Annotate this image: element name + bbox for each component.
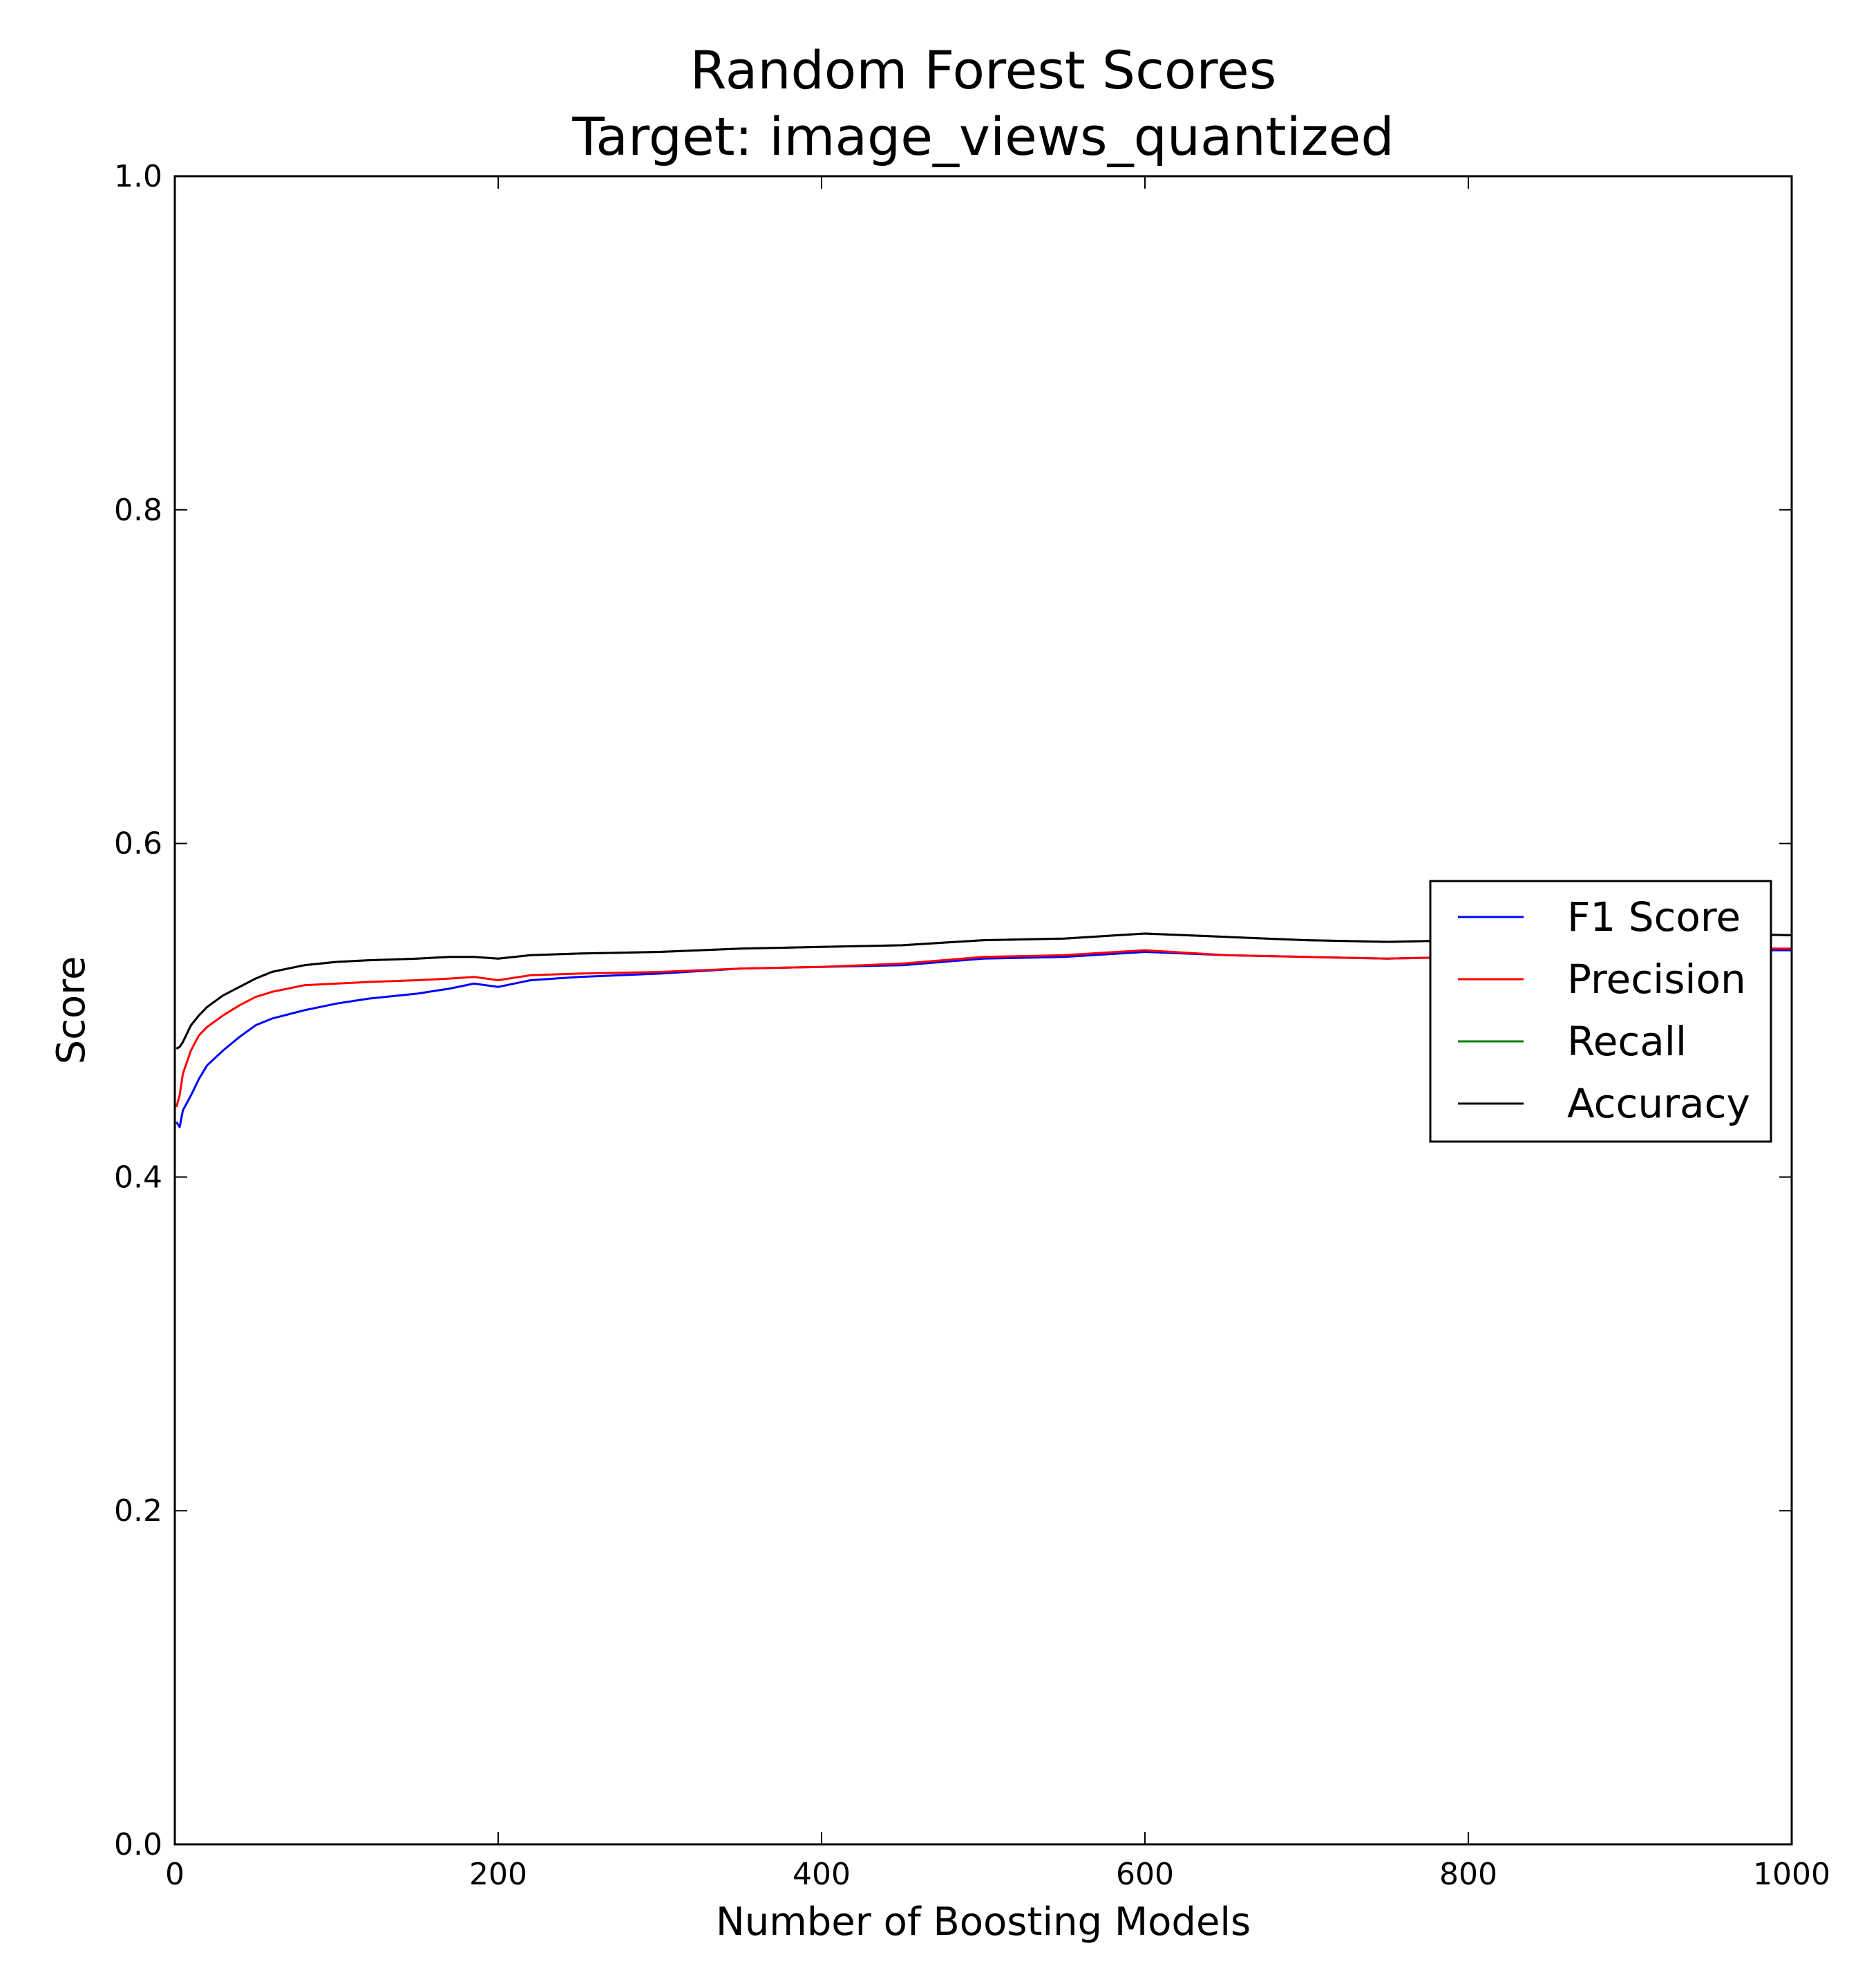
- x-axis-label: Number of Boosting Models: [716, 1900, 1251, 1945]
- legend-label-precision: Precision: [1567, 956, 1746, 1003]
- x-tick-label: 400: [793, 1857, 851, 1892]
- x-tick-label: 0: [165, 1857, 184, 1892]
- legend-box: [1429, 880, 1772, 1143]
- x-tick-label: 200: [469, 1857, 527, 1892]
- x-tick-label: 600: [1116, 1857, 1174, 1892]
- series-line-accuracy: [176, 932, 1792, 1050]
- y-tick-label: 0.4: [114, 1160, 162, 1195]
- chart-title: Random Forest Scores: [690, 39, 1277, 101]
- y-axis-label: Score: [49, 956, 94, 1065]
- legend-label-recall: Recall: [1567, 1018, 1687, 1065]
- chart-subtitle: Target: image_views_quantized: [571, 106, 1394, 167]
- plot-area-frame: [173, 175, 1793, 1846]
- legend-label-accuracy: Accuracy: [1567, 1080, 1750, 1127]
- y-tick-label: 0.6: [114, 826, 162, 862]
- legend-label-f1-score: F1 Score: [1567, 893, 1741, 940]
- y-tick-label: 1.0: [114, 159, 162, 194]
- y-tick-label: 0.2: [114, 1493, 162, 1529]
- x-tick-label: 1000: [1753, 1857, 1830, 1892]
- series-line-precision: [175, 947, 1792, 1108]
- x-tick-label: 800: [1439, 1857, 1497, 1892]
- plot-lines: [175, 932, 1792, 1128]
- axis-tick-labels: 0 200 400 600 800 1000 0.0 0.2 0.4 0.6 0.8 1.0: [114, 159, 1830, 1892]
- legend: F1 Score Precision Recall Accuracy: [1429, 880, 1772, 1143]
- y-tick-label: 0.0: [114, 1827, 162, 1862]
- y-tick-label: 0.8: [114, 493, 162, 528]
